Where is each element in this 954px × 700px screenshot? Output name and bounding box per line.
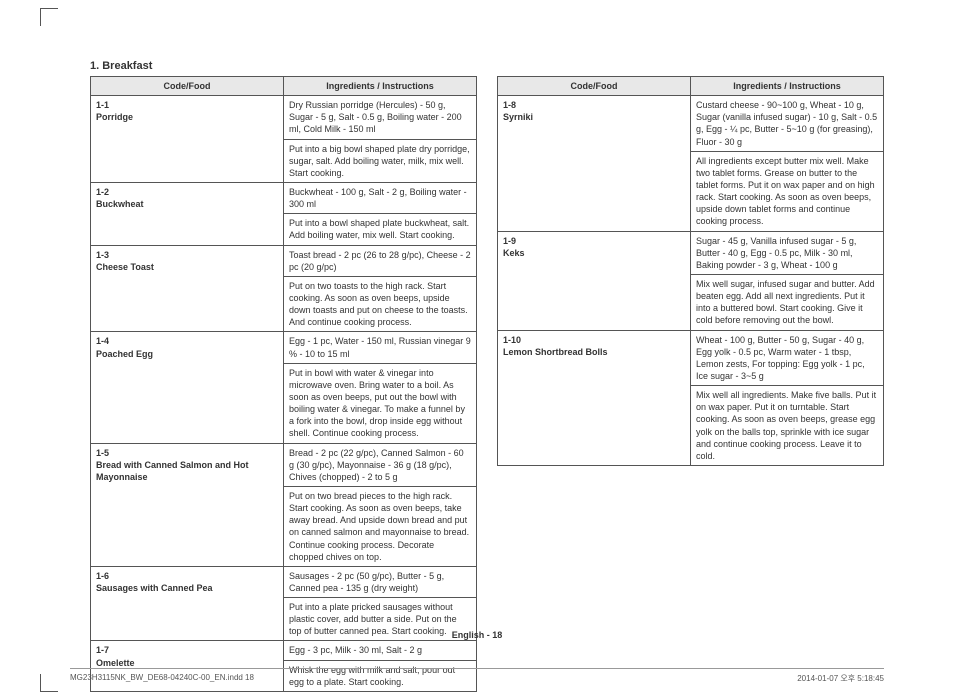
recipe-ingredients: Bread - 2 pc (22 g/pc), Canned Salmon - …: [284, 443, 477, 486]
recipe-instructions: Put into a bowl shaped plate buckwheat, …: [284, 214, 477, 245]
col-header-instr: Ingredients / Instructions: [691, 77, 884, 96]
section-heading: 1. Breakfast: [90, 60, 884, 72]
imprint-filename: MG23H3115NK_BW_DE68-04240C-00_EN.indd 18: [70, 673, 254, 684]
right-column: Code/Food Ingredients / Instructions 1-8…: [497, 76, 884, 692]
recipe-instructions: All ingredients except butter mix well. …: [691, 151, 884, 231]
col-header-code: Code/Food: [91, 77, 284, 96]
recipe-ingredients: Toast bread - 2 pc (26 to 28 g/pc), Chee…: [284, 245, 477, 276]
left-column: Code/Food Ingredients / Instructions 1-1…: [90, 76, 477, 692]
recipe-code: 1-10 Lemon Shortbread Bolls: [498, 330, 691, 465]
recipe-instructions: Mix well all ingredients. Make five ball…: [691, 386, 884, 466]
recipe-instructions: Put on two bread pieces to the high rack…: [284, 486, 477, 566]
page-number: English - 18: [0, 630, 954, 640]
recipe-instructions: Put in bowl with water & vinegar into mi…: [284, 363, 477, 443]
recipe-ingredients: Dry Russian porridge (Hercules) - 50 g, …: [284, 96, 477, 139]
recipe-ingredients: Egg - 1 pc, Water - 150 ml, Russian vine…: [284, 332, 477, 363]
col-header-instr: Ingredients / Instructions: [284, 77, 477, 96]
recipe-ingredients: Custard cheese - 90~100 g, Wheat - 10 g,…: [691, 96, 884, 152]
recipe-code: 1-8 Syrniki: [498, 96, 691, 231]
imprint-datetime: 2014-01-07 오후 5:18:45: [797, 673, 884, 684]
imprint-bar: MG23H3115NK_BW_DE68-04240C-00_EN.indd 18…: [70, 668, 884, 684]
recipe-table-right: Code/Food Ingredients / Instructions 1-8…: [497, 76, 884, 466]
recipe-code: 1-1 Porridge: [91, 96, 284, 183]
recipe-ingredients: Egg - 3 pc, Milk - 30 ml, Salt - 2 g: [284, 641, 477, 660]
recipe-ingredients: Wheat - 100 g, Butter - 50 g, Sugar - 40…: [691, 330, 884, 386]
recipe-table-left: Code/Food Ingredients / Instructions 1-1…: [90, 76, 477, 692]
two-column-tables: Code/Food Ingredients / Instructions 1-1…: [90, 76, 884, 692]
recipe-code: 1-2 Buckwheat: [91, 182, 284, 245]
recipe-instructions: Mix well sugar, infused sugar and butter…: [691, 274, 884, 330]
crop-mark-bottom-left: [40, 674, 58, 692]
recipe-code: 1-3 Cheese Toast: [91, 245, 284, 332]
crop-mark-top-left: [40, 8, 58, 26]
page: 1. Breakfast Code/Food Ingredients / Ins…: [0, 0, 954, 700]
recipe-instructions: Put into a big bowl shaped plate dry por…: [284, 139, 477, 182]
recipe-ingredients: Sugar - 45 g, Vanilla infused sugar - 5 …: [691, 231, 884, 274]
col-header-code: Code/Food: [498, 77, 691, 96]
recipe-instructions: Put on two toasts to the high rack. Star…: [284, 276, 477, 332]
recipe-code: 1-4 Poached Egg: [91, 332, 284, 443]
recipe-code: 1-5 Bread with Canned Salmon and Hot May…: [91, 443, 284, 566]
recipe-code: 1-9 Keks: [498, 231, 691, 330]
recipe-ingredients: Sausages - 2 pc (50 g/pc), Butter - 5 g,…: [284, 566, 477, 597]
recipe-ingredients: Buckwheat - 100 g, Salt - 2 g, Boiling w…: [284, 182, 477, 213]
